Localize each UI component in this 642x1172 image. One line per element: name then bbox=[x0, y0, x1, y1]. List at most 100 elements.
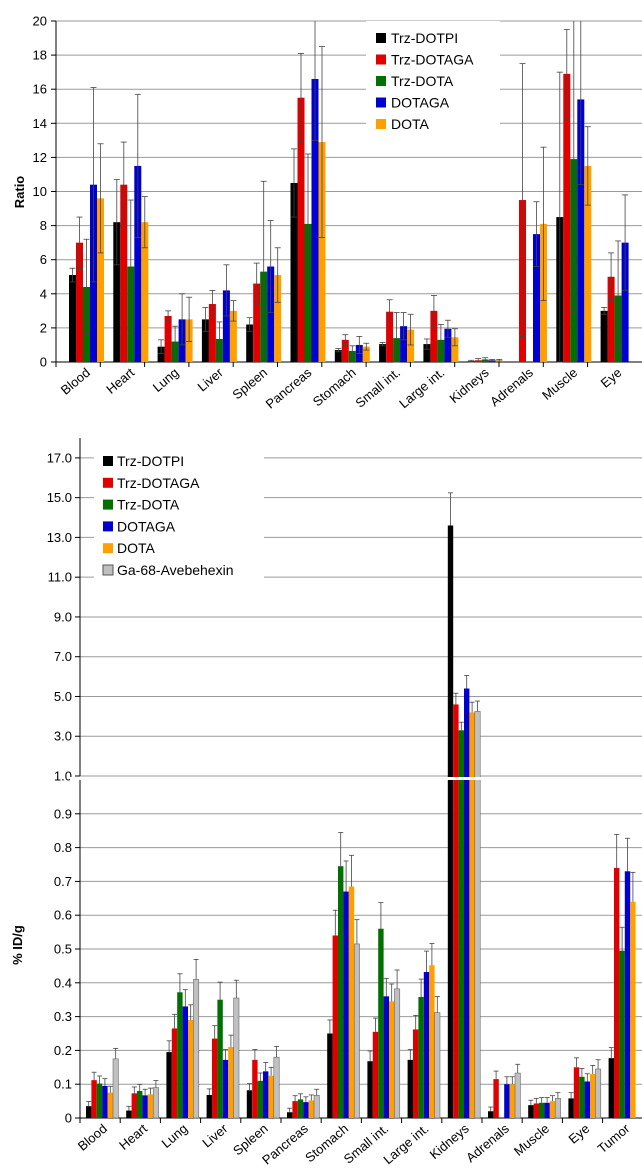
chart2-y-axis-label: % ID/g bbox=[10, 925, 25, 965]
chart2-bar bbox=[188, 1019, 194, 1118]
chart2-bar bbox=[514, 1072, 521, 1119]
chart1-bar bbox=[379, 344, 387, 362]
chart2-bar bbox=[126, 1110, 132, 1118]
chart2-bar bbox=[228, 1047, 234, 1118]
chart2-bar bbox=[273, 1056, 280, 1119]
chart2-legend-box bbox=[94, 445, 264, 598]
chart1-ytick-label: 18 bbox=[33, 48, 47, 63]
chart2-ytick-label: 15.0 bbox=[47, 490, 72, 505]
chart2-legend-swatch bbox=[103, 521, 113, 532]
chart2-bar bbox=[619, 950, 625, 1118]
chart1-ytick-label: 14 bbox=[33, 116, 47, 131]
chart2-bar bbox=[367, 1061, 373, 1118]
chart2-legend-swatch bbox=[103, 499, 113, 510]
chart1-bar bbox=[297, 97, 305, 362]
chart1-bar bbox=[386, 311, 394, 362]
chart2-bar bbox=[413, 1029, 419, 1118]
chart1-legend-label: DOTAGA bbox=[391, 95, 450, 111]
chart2-category-label: Muscle bbox=[511, 1121, 552, 1159]
chart2-bar bbox=[233, 997, 240, 1119]
chart1-ytick-label: 6 bbox=[40, 252, 47, 267]
chart2-bar bbox=[182, 1006, 188, 1118]
chart1-legend-label: Trz-DOTAGA bbox=[391, 52, 474, 68]
chart2-bar bbox=[142, 1095, 148, 1118]
chart2-bar bbox=[292, 1101, 298, 1118]
chart1-bar bbox=[157, 346, 165, 362]
chart2-bar bbox=[504, 1084, 510, 1118]
chart2-bar bbox=[488, 1111, 494, 1118]
chart1-bar bbox=[430, 310, 438, 362]
chart2-bar bbox=[166, 1052, 172, 1118]
chart2-bar bbox=[383, 996, 389, 1118]
chart1-ytick-label: 12 bbox=[33, 150, 47, 165]
chart2-legend-swatch bbox=[103, 543, 113, 554]
chart2-bar bbox=[257, 1080, 263, 1118]
chart1-legend-swatch bbox=[376, 54, 386, 65]
chart1-bar bbox=[253, 283, 261, 362]
chart1-bar bbox=[311, 78, 319, 362]
chart1-bar bbox=[246, 324, 254, 362]
chart2-bar bbox=[348, 886, 355, 1118]
chart1-bar bbox=[120, 184, 128, 362]
chart1-bar bbox=[97, 198, 104, 362]
chart2-ytick-label: 0.9 bbox=[54, 806, 72, 821]
chart2-bar bbox=[338, 866, 344, 1118]
chart1-category-label: Pancreas bbox=[263, 364, 315, 411]
chart2-bar bbox=[206, 1095, 212, 1118]
chart1-category-label: Blood bbox=[58, 365, 93, 398]
chart2-legend-swatch bbox=[102, 564, 114, 576]
chart1-bar bbox=[533, 234, 540, 362]
chart1-legend-swatch bbox=[376, 76, 386, 86]
chart1-legend-swatch bbox=[376, 97, 386, 108]
chart2-bar bbox=[579, 1076, 585, 1118]
chart2-bar bbox=[313, 1095, 320, 1119]
chart2-ytick-label: 3.0 bbox=[54, 729, 72, 744]
chart1-bar bbox=[577, 99, 585, 363]
chart2-bar bbox=[423, 971, 430, 1118]
chart2-category-label: Lung bbox=[159, 1121, 191, 1151]
chart2-legend-label: Ga-68-Avebehexin bbox=[117, 562, 233, 578]
chart1-bar bbox=[164, 315, 172, 362]
chart1-bar bbox=[444, 328, 452, 362]
chart1-ytick-label: 16 bbox=[33, 82, 47, 97]
chart1-bar bbox=[318, 142, 326, 362]
chart2-bar bbox=[554, 1098, 561, 1119]
chart2-bar bbox=[217, 999, 223, 1118]
chart2-legend-label: Trz-DOTAGA bbox=[117, 475, 200, 491]
chart2-bar bbox=[584, 1081, 590, 1118]
chart1-bar bbox=[229, 310, 237, 362]
chart2-bar bbox=[429, 965, 435, 1118]
chart2-ytick-label: 0.4 bbox=[54, 975, 72, 990]
chart1-bar bbox=[290, 182, 298, 362]
chart2-category-label: Pancreas bbox=[259, 1120, 311, 1167]
chart1-bar bbox=[423, 344, 431, 362]
chart1-bar bbox=[362, 346, 370, 362]
chart2-bar bbox=[308, 1100, 314, 1118]
chart1-bar bbox=[400, 326, 408, 362]
chart2-legend-label: Trz-DOTPI bbox=[117, 453, 184, 469]
chart1-category-label: Muscle bbox=[539, 365, 580, 403]
chart2-bar bbox=[102, 1085, 108, 1118]
chart2-bar bbox=[528, 1105, 534, 1118]
chart2-bar bbox=[389, 1001, 395, 1118]
chart2-bar bbox=[549, 1101, 556, 1118]
chart1-bar bbox=[267, 266, 275, 362]
chart2-ytick-label: 0.6 bbox=[54, 908, 72, 923]
chart2-ytick-label: 5.0 bbox=[54, 689, 72, 704]
chart2-ytick-label: 0.8 bbox=[54, 840, 72, 855]
chart1-bar bbox=[584, 165, 592, 362]
chart2-bar bbox=[268, 1075, 274, 1118]
chart2-ytick-label: 0.5 bbox=[54, 942, 72, 957]
chart2-axis-break bbox=[70, 777, 642, 780]
chart1-category-label: Spleen bbox=[229, 365, 270, 403]
chart2-bar bbox=[152, 1087, 159, 1119]
chart1-ytick-label: 10 bbox=[33, 184, 47, 199]
chart2-bar bbox=[263, 1071, 269, 1118]
chart2-bar bbox=[222, 1059, 229, 1118]
chart2-bar bbox=[193, 979, 200, 1119]
chart2-legend-swatch bbox=[103, 456, 113, 466]
chart2-bar bbox=[493, 1079, 499, 1118]
chart2-bar bbox=[595, 1068, 602, 1119]
chart2-bar bbox=[453, 704, 459, 1118]
chart2-bar bbox=[252, 1059, 258, 1118]
